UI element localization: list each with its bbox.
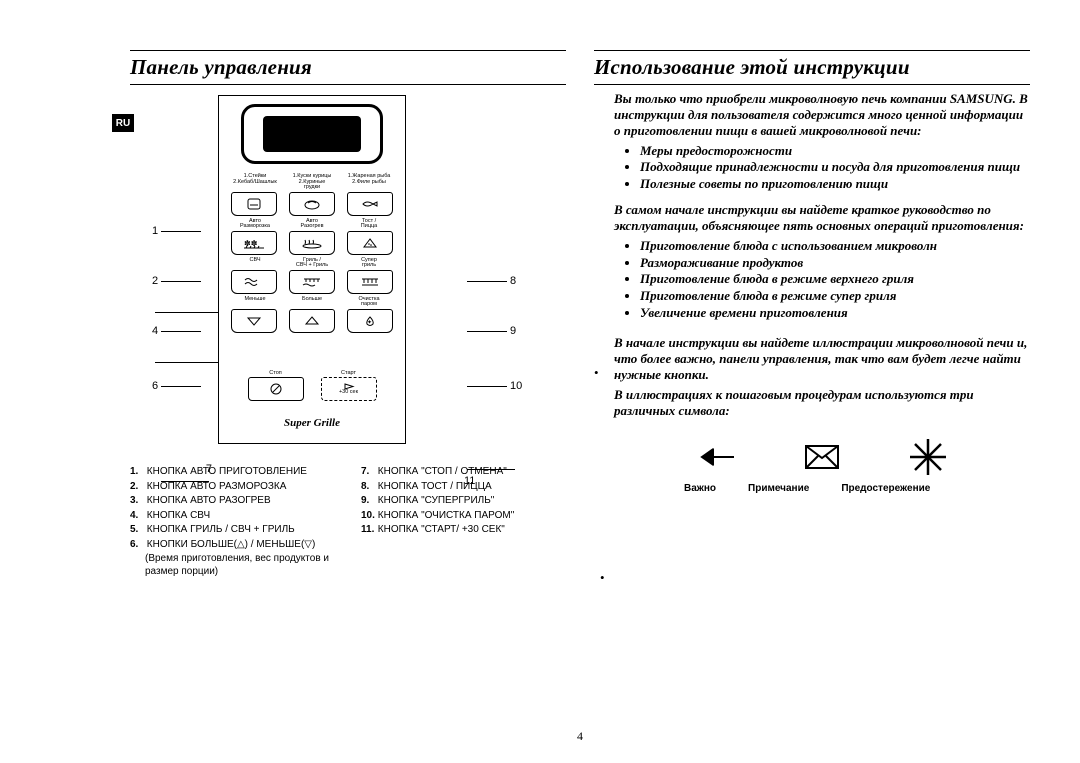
ops-bullets: Приготовление блюда с использованием мик… [640, 238, 1030, 321]
list-item: Увеличение времени приготовления [640, 305, 1030, 322]
page-number: 4 [130, 729, 1030, 744]
less-button [231, 309, 277, 333]
label-important: Важно [684, 483, 716, 494]
column-instructions: Использование этой инструкции Вы только … [594, 50, 1030, 578]
section-title-right: Использование этой инструкции [594, 55, 1030, 80]
label-note: Примечание [748, 483, 809, 494]
super-grill-button [347, 270, 393, 294]
label-caution: Предостережение [841, 483, 930, 494]
list-item: Размораживание продуктов [640, 255, 1030, 272]
control-panel-diagram: 1.Стейки2.Кебаб/Шашлык 1.Куски курицы2.Ку… [218, 95, 406, 444]
auto-cook-3-button [347, 192, 393, 216]
label: Старт [327, 371, 371, 377]
brand-label: Super Grille [227, 417, 397, 429]
legend-item: 11. КНОПКА "СТАРТ/ +30 СЕК" [361, 524, 566, 537]
list-item: Подходящие принадлежности и посуда для п… [640, 159, 1030, 176]
display-screen [263, 116, 361, 152]
section-title-left: Панель управления [130, 55, 566, 80]
legend-item: 10. КНОПКА "ОЧИСТКА ПАРОМ" [361, 510, 566, 523]
auto-cook-1-button [231, 192, 277, 216]
list-item: Приготовление блюда с использованием мик… [640, 238, 1030, 255]
symbol-row [694, 435, 1030, 479]
stop-button [248, 377, 304, 401]
care-bullets: Меры предосторожностиПодходящие принадле… [640, 143, 1030, 193]
intro-paragraph-2: В самом начале инструкции вы найдете кра… [614, 202, 1030, 234]
label: Стоп [254, 371, 298, 377]
list-item: Приготовление блюда в режиме верхнего гр… [640, 271, 1030, 288]
intro-paragraph-3b: В иллюстрациях к пошаговым процедурам ис… [614, 387, 1030, 419]
legend-item: 3. КНОПКА АВТО РАЗОГРЕВ [130, 495, 335, 508]
microwave-button [231, 270, 277, 294]
symbol-labels: Важно Примечание Предостережение [684, 483, 1030, 494]
label: 1.Жареная рыба2.Филе рыбы [347, 174, 391, 191]
legend-item: 4. КНОПКА СВЧ [130, 510, 335, 523]
intro-paragraph-1: Вы только что приобрели микроволновую пе… [614, 91, 1030, 139]
svg-text:✦: ✦ [367, 319, 372, 326]
steam-clean-button: ✦ [347, 309, 393, 333]
display-frame [241, 104, 383, 164]
list-item: Полезные советы по приготовлению пищи [640, 176, 1030, 193]
list-item: Меры предосторожности [640, 143, 1030, 160]
legend-item: 6. КНОПКИ БОЛЬШЕ(△) / МЕНЬШЕ(▽) [130, 539, 335, 552]
legend-note: (Время приготовления, вес продуктов и ра… [145, 553, 335, 578]
more-button [289, 309, 335, 333]
column-control-panel: Панель управления 1 2 3 4 5 6 7 8 9 10 [130, 50, 566, 578]
label: Супергриль [347, 258, 391, 269]
note-icon [800, 435, 844, 479]
start-button: +30 сек [321, 377, 377, 401]
important-icon [694, 435, 738, 479]
auto-cook-2-button [289, 192, 335, 216]
legend-item: 5. КНОПКА ГРИЛЬ / СВЧ + ГРИЛЬ [130, 524, 335, 537]
label: Гриль /СВЧ + Гриль [290, 258, 334, 269]
auto-defrost-button: ✽✽ [231, 231, 277, 255]
label: Больше [290, 297, 334, 308]
toast-pizza-button [347, 231, 393, 255]
label: 1.Куски курицы2.Куриные грудки [290, 174, 334, 191]
start-sub: +30 сек [339, 390, 358, 396]
label: Очисткапаром [347, 297, 391, 308]
legend-item: 9. КНОПКА "СУПЕРГРИЛЬ" [361, 495, 566, 508]
label: Меньше [233, 297, 277, 308]
list-item: Приготовление блюда в режиме супер гриля [640, 288, 1030, 305]
label: АвтоРазморозка [233, 219, 277, 230]
auto-reheat-button [289, 231, 335, 255]
intro-paragraph-3a: В начале инструкции вы найдете иллюстрац… [614, 335, 1030, 383]
grill-combo-button [289, 270, 335, 294]
caution-icon [906, 435, 950, 479]
label: СВЧ [233, 258, 277, 269]
label: Тост /Пицца [347, 219, 391, 230]
label: АвтоРазогрев [290, 219, 334, 230]
label: 1.Стейки2.Кебаб/Шашлык [233, 174, 277, 191]
language-tab: RU [112, 114, 134, 132]
